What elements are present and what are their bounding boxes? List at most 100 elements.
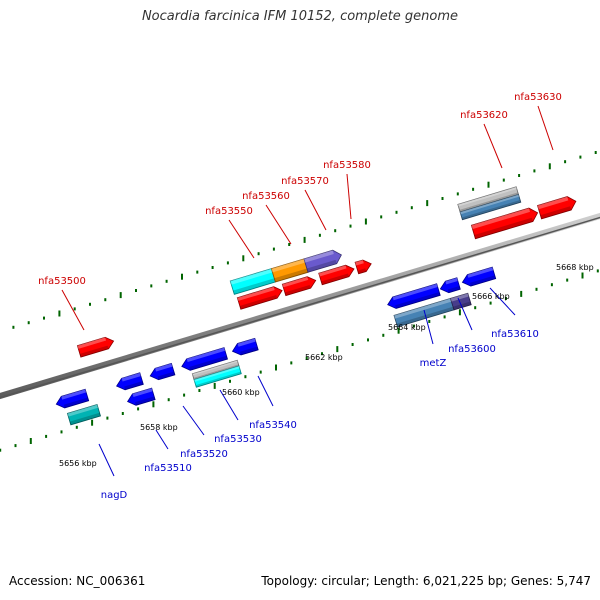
grid-dot bbox=[290, 361, 293, 365]
grid-dot bbox=[410, 206, 413, 210]
grid-dot bbox=[518, 174, 521, 177]
teal-gene-box[interactable] bbox=[66, 404, 101, 426]
steelblue-gene-box[interactable] bbox=[393, 297, 455, 328]
grid-dot bbox=[73, 307, 76, 311]
grid-dot bbox=[367, 338, 369, 342]
forward-gene-arrow[interactable] bbox=[537, 196, 577, 220]
svg-text:nfa53580: nfa53580 bbox=[323, 160, 371, 171]
grid-dot bbox=[60, 430, 63, 434]
scale-label: 5656 kbp bbox=[59, 459, 97, 468]
gene-label-nfa53620[interactable]: nfa53620 bbox=[460, 110, 508, 169]
grid-dot bbox=[183, 393, 186, 397]
grid-dot bbox=[272, 247, 275, 251]
darkpurple-gene-box[interactable] bbox=[449, 292, 472, 311]
grid-dot bbox=[29, 438, 32, 444]
gene-label-nfa53610[interactable]: nfa53610 bbox=[489, 287, 539, 340]
grid-dot bbox=[426, 200, 429, 207]
grid-dot bbox=[412, 324, 415, 328]
reverse-gene-arrow[interactable] bbox=[439, 277, 461, 294]
grid-dot bbox=[91, 419, 94, 426]
gene-features bbox=[55, 186, 577, 426]
svg-text:nfa53630: nfa53630 bbox=[514, 92, 562, 103]
grid-dot bbox=[259, 370, 262, 374]
grid-dot bbox=[167, 398, 170, 402]
grid-dot bbox=[395, 210, 398, 214]
grid-dot bbox=[181, 273, 183, 280]
reverse-gene-arrow[interactable] bbox=[461, 266, 497, 287]
gene-label-metz[interactable]: metZ bbox=[420, 309, 447, 369]
grid-dot bbox=[382, 333, 385, 337]
svg-text:nfa53520: nfa53520 bbox=[180, 449, 228, 460]
forward-gene-arrow[interactable] bbox=[76, 336, 115, 358]
gene-label-nfa53510[interactable]: nfa53510 bbox=[144, 429, 192, 474]
gene-label-nagd[interactable]: nagD bbox=[98, 443, 128, 501]
forward-gene-arrow[interactable] bbox=[281, 276, 317, 297]
grid-dot bbox=[535, 287, 538, 291]
reverse-gene-arrow[interactable] bbox=[127, 387, 156, 406]
svg-text:nfa53610: nfa53610 bbox=[491, 329, 539, 340]
purple-gene-arrow[interactable] bbox=[303, 249, 342, 273]
grid-dot bbox=[198, 389, 201, 392]
orange-gene-box[interactable] bbox=[270, 258, 309, 283]
grid-dot bbox=[104, 298, 107, 302]
gene-label-nfa53530[interactable]: nfa53530 bbox=[214, 389, 262, 445]
grid-dot bbox=[226, 261, 229, 265]
gene-label-nfa53540[interactable]: nfa53540 bbox=[249, 375, 297, 431]
gene-label-nfa53560[interactable]: nfa53560 bbox=[242, 191, 292, 245]
steelblue-gene-box[interactable] bbox=[459, 194, 522, 221]
grid-dot bbox=[456, 192, 459, 196]
grid-dot bbox=[397, 327, 400, 334]
grid-dot bbox=[318, 233, 321, 237]
svg-text:nfa53620: nfa53620 bbox=[460, 110, 508, 121]
grid-dot bbox=[27, 321, 30, 325]
forward-gene-arrow[interactable] bbox=[470, 207, 539, 240]
reverse-gene-arrow[interactable] bbox=[116, 372, 144, 391]
reverse-gene-arrow[interactable] bbox=[387, 283, 441, 309]
grid-dot bbox=[305, 356, 308, 360]
grid-dot bbox=[581, 272, 584, 279]
reverse-gene-arrow[interactable] bbox=[181, 347, 228, 371]
silver-gene-box[interactable] bbox=[457, 186, 519, 213]
grid-dot bbox=[137, 407, 140, 411]
scale-label: 5658 kbp bbox=[140, 423, 178, 432]
grid-dot bbox=[520, 290, 523, 297]
scale-label: 5666 kbp bbox=[472, 292, 510, 301]
grid-dot bbox=[213, 382, 216, 389]
grid-dot bbox=[566, 278, 569, 282]
forward-gene-arrow[interactable] bbox=[236, 286, 283, 310]
grid-dot bbox=[533, 169, 536, 173]
grid-dot bbox=[441, 197, 444, 200]
gene-label-nfa53580[interactable]: nfa53580 bbox=[323, 160, 371, 220]
svg-text:nfa53570: nfa53570 bbox=[281, 176, 329, 187]
grid-dot bbox=[150, 284, 153, 288]
scale-label: 5660 kbp bbox=[222, 388, 260, 397]
gene-label-nfa53600[interactable]: nfa53600 bbox=[448, 297, 496, 355]
scale-labels: 5656 kbp 5658 kbp 5660 kbp 5662 kbp 5664 kbp… bbox=[59, 263, 594, 468]
reverse-gene-arrow[interactable] bbox=[55, 388, 90, 409]
grid-dot bbox=[364, 218, 367, 225]
gene-label-nfa53520[interactable]: nfa53520 bbox=[180, 405, 228, 460]
grid-dot bbox=[334, 229, 337, 233]
grid-dot bbox=[58, 310, 61, 317]
gene-label-nfa53630[interactable]: nfa53630 bbox=[514, 92, 562, 151]
svg-text:nfa53560: nfa53560 bbox=[242, 191, 290, 202]
gene-label-nfa53570[interactable]: nfa53570 bbox=[281, 176, 329, 231]
gene-label-nfa53500[interactable]: nfa53500 bbox=[38, 276, 86, 331]
grid-dot bbox=[12, 325, 15, 329]
backbone-shadow bbox=[0, 216, 600, 399]
backbone-line bbox=[0, 212, 600, 400]
forward-gene-arrow[interactable] bbox=[354, 259, 372, 275]
accession-text: Accession: NC_006361 bbox=[9, 574, 146, 588]
grid-dot bbox=[257, 252, 260, 256]
forward-gene-arrow[interactable] bbox=[318, 264, 355, 286]
grid-dot bbox=[119, 292, 122, 299]
cyan-gene-box[interactable] bbox=[193, 365, 242, 388]
grid-dot bbox=[321, 352, 323, 356]
grid-dot bbox=[458, 309, 461, 316]
grid-dot bbox=[14, 444, 17, 448]
grid-dot bbox=[594, 151, 597, 154]
svg-text:nfa53600: nfa53600 bbox=[448, 344, 496, 355]
reverse-gene-arrow[interactable] bbox=[231, 337, 259, 356]
gene-label-nfa53550[interactable]: nfa53550 bbox=[205, 206, 255, 259]
reverse-gene-arrow[interactable] bbox=[149, 362, 176, 381]
